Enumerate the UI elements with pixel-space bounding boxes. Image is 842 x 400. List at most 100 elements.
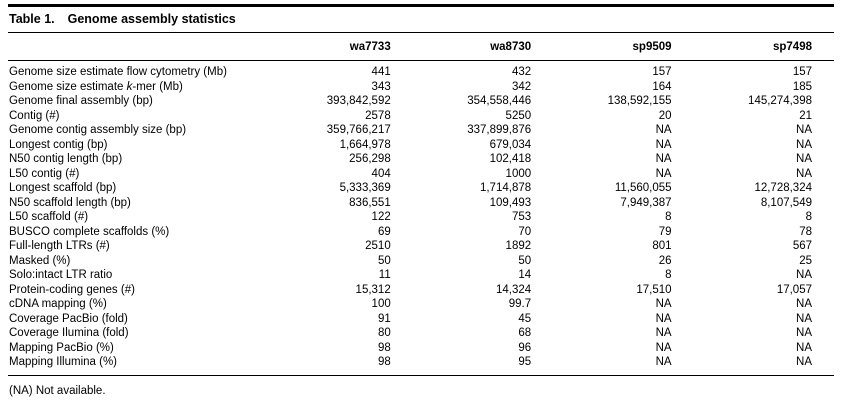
row-value: 138,592,155 [607,95,672,107]
table-body: Genome size estimate flow cytometry (Mb)… [8,61,834,376]
row-value: 567 [792,240,812,252]
row-value: 25 [799,254,812,267]
table-number: Table 1. [9,12,55,26]
table-row: Contig (#) 2578 5250 20 21 [8,109,834,124]
row-value: 679,034 [489,138,532,151]
row-value: 337,899,876 [467,124,532,136]
table-row: N50 contig length (bp) 256,298 102,418 NA NA [8,152,834,167]
row-value: 11 [378,269,391,281]
row-value: 2510 [365,240,391,252]
row-value: 1,714,878 [479,182,532,194]
row-value: 5250 [505,109,532,122]
row-label: Masked (%) [9,254,71,267]
column-header-sp9509: sp9509 [553,33,694,61]
row-value: 164 [652,80,672,93]
row-value: 17,057 [776,283,812,296]
row-value: 157 [652,66,672,78]
row-value: NA [796,124,812,136]
row-value: NA [796,138,812,151]
row-label: Coverage Ilumina (fold) [9,327,129,339]
table-row: BUSCO complete scaffolds (%) 69 70 79 78 [8,225,834,240]
table-row: L50 contig (#) 404 1000 NA NA [8,167,834,182]
row-label: Mapping PacBio (%) [9,341,114,354]
table-1: Table 1. Genome assembly statistics wa773… [8,4,834,398]
row-label: Coverage PacBio (fold) [9,312,128,325]
row-value: 17,510 [636,283,672,296]
row-value: 14 [518,269,532,281]
row-value: 14,324 [495,283,532,296]
row-value: 404 [371,167,391,180]
row-value: 20 [658,109,672,122]
table-row: L50 scaffold (#) 122 753 8 8 [8,210,834,225]
table-row: Masked (%) 50 50 26 25 [8,254,834,269]
column-header-sp7498: sp7498 [693,33,834,61]
row-label: Genome size estimate k-mer (Mb) [9,80,183,93]
row-label: L50 scaffold (#) [9,211,89,223]
table-row: Coverage Ilumina (fold) 80 68 NA NA [8,326,834,341]
table-head: wa7733 wa8730 sp9509 sp7498 [8,33,834,61]
row-value: NA [655,153,672,165]
table-row: Genome final assembly (bp) 393,842,592 354… [8,94,834,109]
table-row: Mapping PacBio (%) 98 96 NA NA [8,341,834,356]
row-value: 753 [511,211,532,223]
row-value: 359,766,217 [326,124,391,136]
row-label: Mapping Illumina (%) [9,356,118,368]
row-label: Genome contig assembly size (bp) [9,124,187,136]
row-value: NA [796,167,812,180]
table-title: Table 1. Genome assembly statistics [8,4,834,33]
row-value: 441 [371,66,391,78]
table-row: Genome size estimate k-mer (Mb) 343 342 164… [8,80,834,95]
table-row: N50 scaffold length (bp) 836,551 109,493 7,… [8,196,834,211]
row-value: NA [796,312,812,325]
row-label: Contig (#) [9,109,60,122]
row-label: Longest scaffold (bp) [9,182,117,194]
row-label: N50 contig length (bp) [9,153,123,165]
row-label: Solo:intact LTR ratio [9,269,113,281]
row-label: N50 scaffold length (bp) [9,196,131,209]
row-value: 91 [377,312,391,325]
row-value: 68 [518,327,532,339]
table-row: Full-length LTRs (#) 2510 1892 801 567 [8,239,834,254]
row-value: 99.7 [508,298,532,310]
row-value: NA [655,167,672,180]
row-value: 145,274,398 [748,95,812,107]
row-value: 836,551 [349,196,391,209]
row-value: 8 [665,269,672,281]
table-row: Mapping Illumina (%) 98 95 NA NA [8,355,834,375]
row-value: 95 [518,356,532,368]
row-value: 2578 [365,109,391,122]
row-value: 256,298 [349,153,391,165]
header-row: wa7733 wa8730 sp9509 sp7498 [8,33,834,61]
row-value: 102,418 [489,153,532,165]
row-value: NA [655,312,672,325]
row-value: NA [655,341,672,354]
table-row: Longest contig (bp) 1,664,978 679,034 NA NA [8,138,834,153]
row-value: 11,560,055 [614,182,672,194]
row-value: 69 [377,225,391,238]
row-value: 393,842,592 [326,95,391,107]
table-row: Longest scaffold (bp) 5,333,369 1,714,878 1… [8,181,834,196]
row-value: NA [655,356,672,368]
genome-assembly-table: wa7733 wa8730 sp9509 sp7498 Genome size est… [8,33,834,376]
row-value: 1000 [505,167,532,180]
row-value: 12,728,324 [754,182,812,194]
row-value: NA [796,298,812,310]
row-value: 15,312 [355,283,391,296]
row-value: NA [796,356,812,368]
row-value: 109,493 [489,196,532,209]
row-value: 8,107,549 [760,196,812,209]
row-value: 96 [518,341,532,354]
row-label: Genome size estimate flow cytometry (Mb) [9,66,227,78]
row-value: NA [796,269,812,281]
row-value: 98 [377,356,391,368]
row-value: NA [655,124,672,136]
row-value: NA [655,327,672,339]
column-header-wa8730: wa8730 [412,33,554,61]
row-value: 26 [658,254,672,267]
table-row: Genome size estimate flow cytometry (Mb)… [8,61,834,80]
row-value: NA [796,153,812,165]
row-value: 185 [792,80,812,93]
table-row: Solo:intact LTR ratio 11 14 8 NA [8,268,834,283]
row-value: NA [796,341,812,354]
